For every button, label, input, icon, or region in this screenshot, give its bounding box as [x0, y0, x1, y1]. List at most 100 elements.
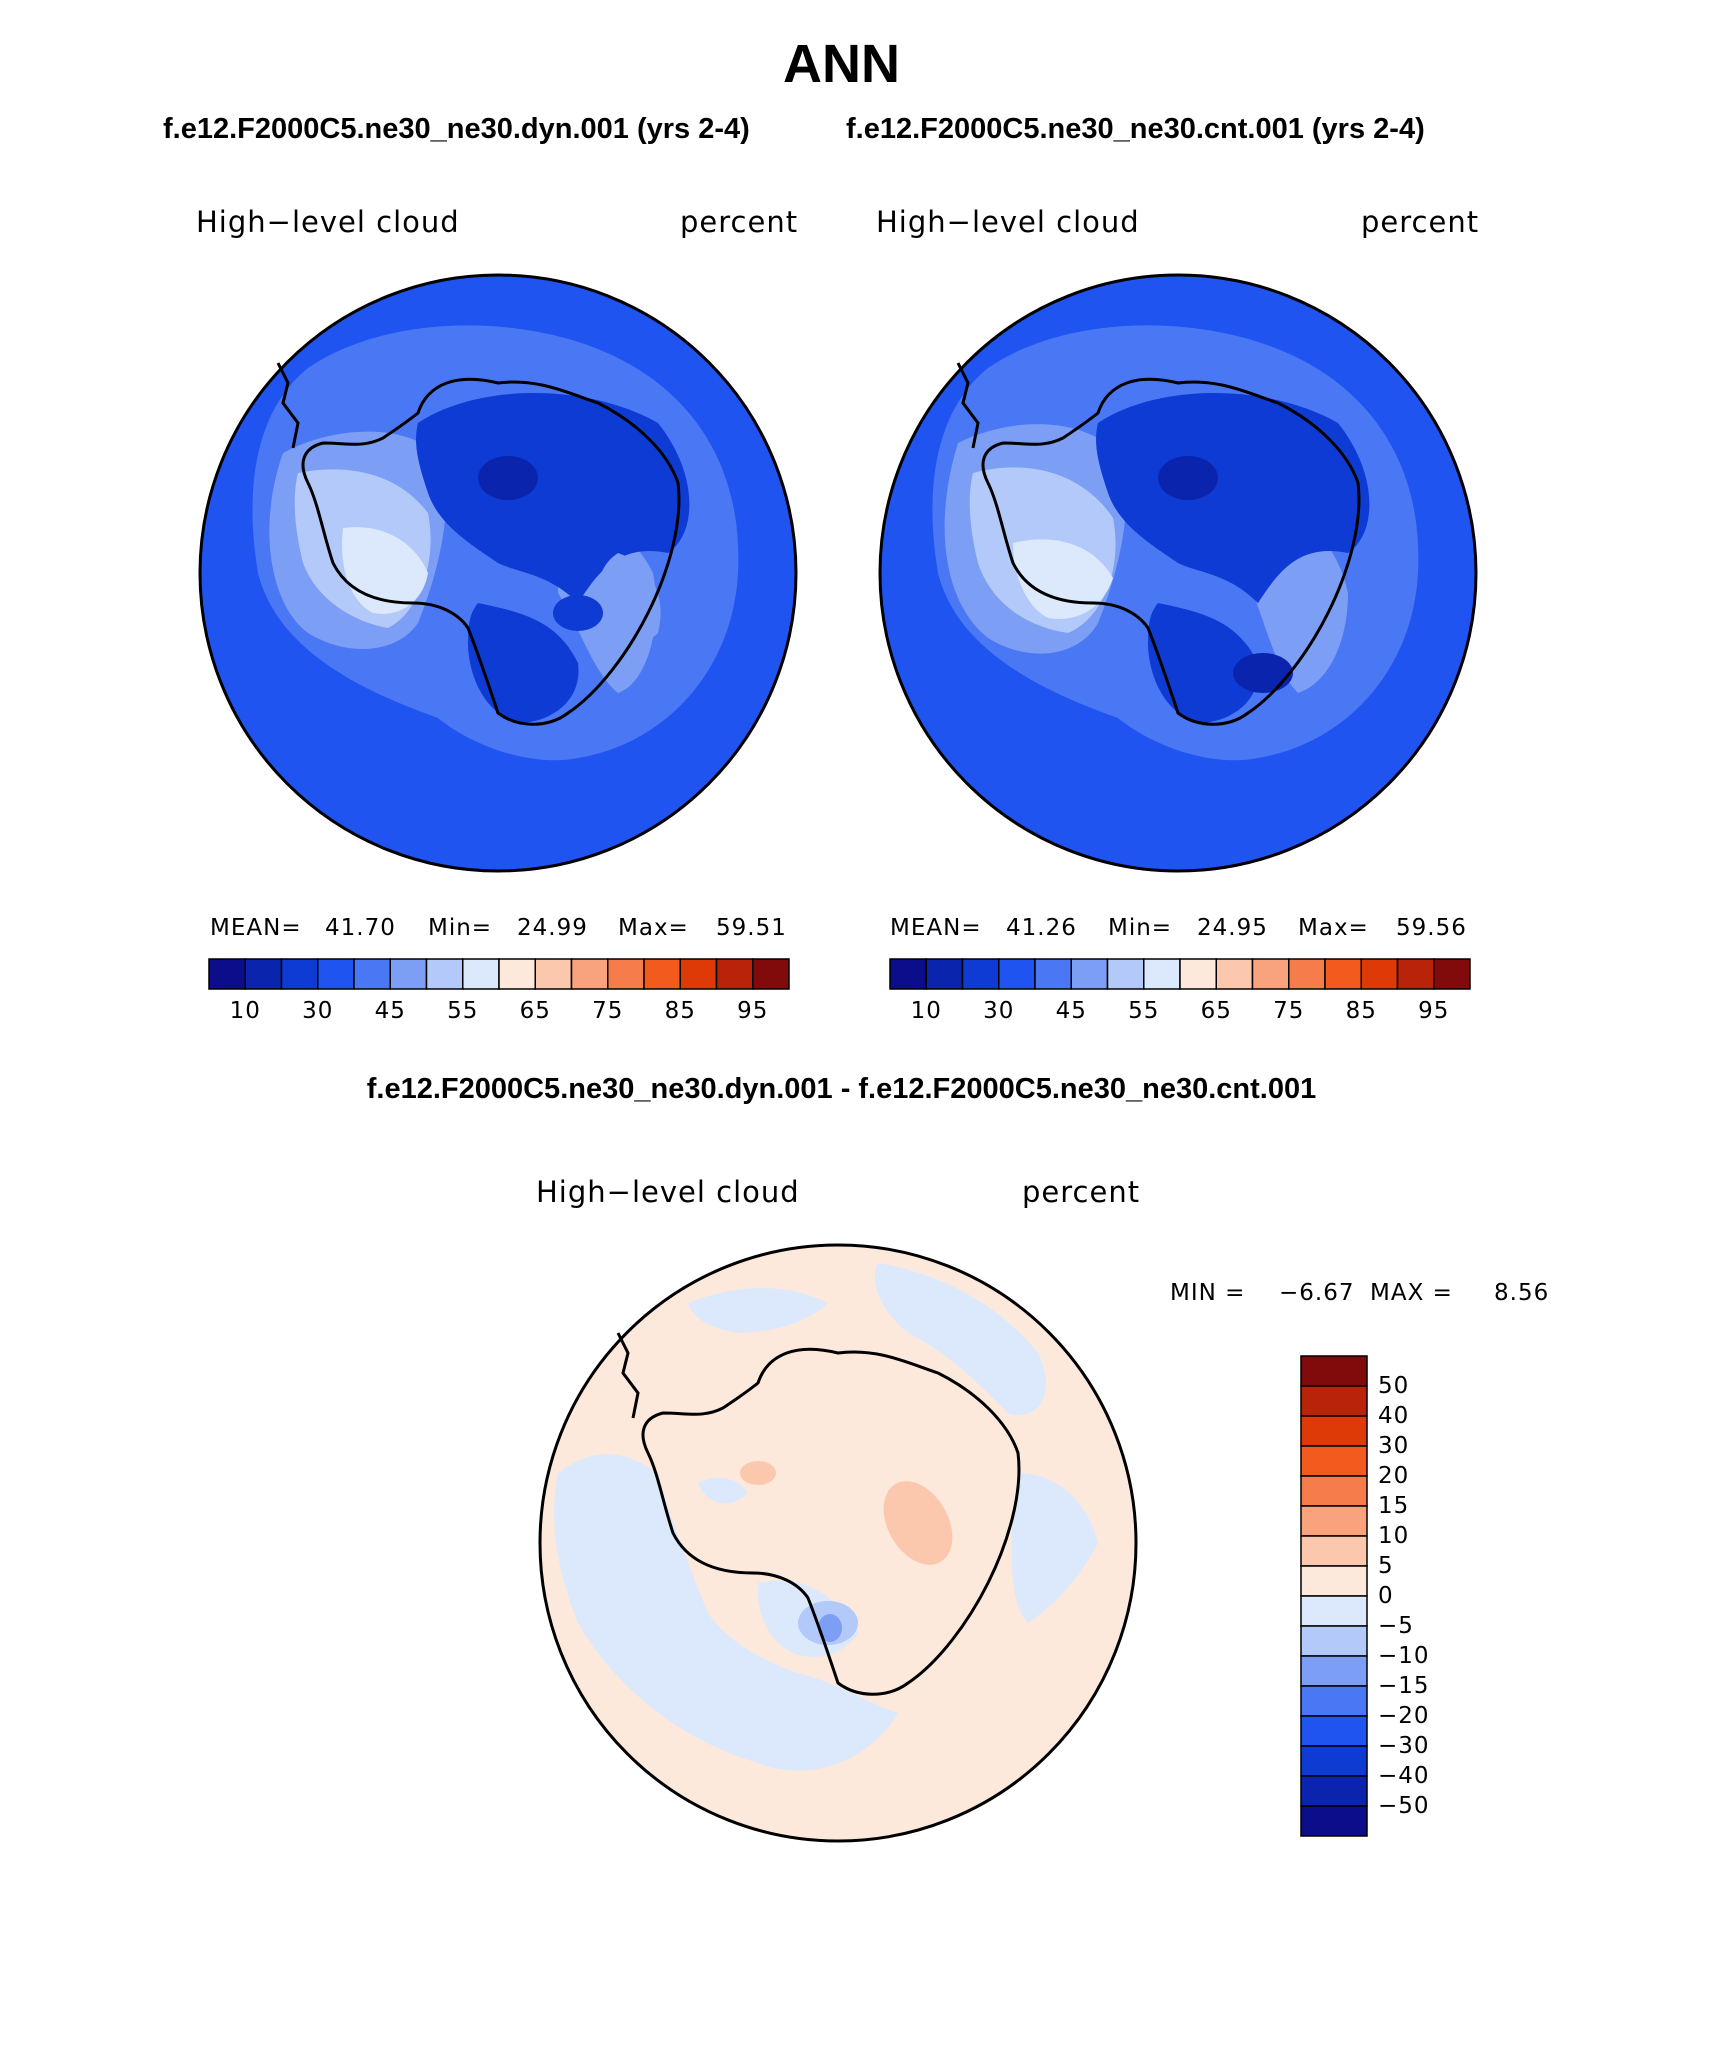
right-subtitle: f.e12.F2000C5.ne30_ne30.cnt.001 (yrs 2-4…: [846, 113, 1425, 145]
diff-colorbar-tick-label: 20: [1378, 1463, 1410, 1489]
diff-colorbar-box: [1300, 1775, 1368, 1807]
left-colorbar-tick-label: 75: [592, 998, 624, 1024]
diff-colorbar-tick-label: −5: [1378, 1613, 1414, 1639]
left-colorbar-box: [570, 958, 609, 990]
left-mean-value: 41.70: [325, 915, 396, 941]
right-colorbar-box: [998, 958, 1036, 990]
diff-colorbar-tick-label: 10: [1378, 1523, 1410, 1549]
diff-colorbar-tick-label: 40: [1378, 1403, 1410, 1429]
left-colorbar-ticks: 10 30 45 55 65 75 85 95: [208, 998, 790, 1028]
diff-colorbar-box: [1300, 1655, 1368, 1687]
diff-colorbar-box: [1300, 1505, 1368, 1537]
right-max-value: 59.56: [1396, 915, 1467, 941]
diff-min-label: MIN =: [1170, 1280, 1246, 1306]
diff-colorbar-box: [1300, 1715, 1368, 1747]
diff-colorbar-tick-label: −30: [1378, 1733, 1430, 1759]
right-colorbar-tick-label: 65: [1200, 998, 1232, 1024]
diff-colorbar-box: [1300, 1685, 1368, 1717]
right-colorbar: [889, 958, 1471, 990]
diff-variable-label: High−level cloud: [536, 1175, 800, 1209]
left-colorbar-box: [389, 958, 428, 990]
left-min-label: Min=: [428, 915, 493, 941]
diff-colorbar-box: [1300, 1565, 1368, 1597]
right-colorbar-box: [1251, 958, 1290, 990]
left-min-value: 24.99: [517, 915, 588, 941]
right-colorbar-tick-label: 30: [983, 998, 1015, 1024]
right-variable-label: High−level cloud: [876, 205, 1140, 239]
right-colorbar-box: [1360, 958, 1399, 990]
diff-colorbar-box: [1300, 1595, 1368, 1627]
diff-polar-map: [538, 1243, 1138, 1843]
left-colorbar-box: [244, 958, 283, 990]
diff-colorbar-tick-label: −10: [1378, 1643, 1430, 1669]
right-colorbar-box: [1433, 958, 1471, 990]
diff-colorbar-box: [1300, 1415, 1368, 1447]
diff-colorbar-tick-label: 50: [1378, 1373, 1410, 1399]
diff-colorbar-tick-label: 0: [1378, 1583, 1394, 1609]
right-units-label: percent: [1361, 205, 1480, 239]
right-colorbar-box: [889, 958, 927, 990]
left-colorbar-box: [679, 958, 718, 990]
diff-colorbar-tick-label: 5: [1378, 1553, 1394, 1579]
left-subtitle: f.e12.F2000C5.ne30_ne30.dyn.001 (yrs 2-4…: [163, 113, 750, 145]
right-colorbar-tick-label: 85: [1345, 998, 1377, 1024]
diff-colorbar-tick-label: −15: [1378, 1673, 1430, 1699]
diff-colorbar-tick-label: 15: [1378, 1493, 1410, 1519]
left-variable-label: High−level cloud: [196, 205, 460, 239]
page-title: ANN: [783, 34, 900, 94]
right-colorbar-box: [1179, 958, 1217, 990]
left-colorbar-tick-label: 65: [519, 998, 551, 1024]
left-colorbar-box: [607, 958, 645, 990]
right-colorbar-box: [1215, 958, 1254, 990]
left-colorbar-tick-label: 55: [447, 998, 479, 1024]
right-max-label: Max=: [1298, 915, 1369, 941]
right-colorbar-tick-label: 55: [1128, 998, 1160, 1024]
left-colorbar-box: [462, 958, 500, 990]
diff-colorbar-ticks: 50 40 30 20 15 10 5 0 −5 −10 −15 −20 −30 −40 −50: [1378, 1355, 1498, 1837]
right-colorbar-box: [961, 958, 1000, 990]
left-max-label: Max=: [618, 915, 689, 941]
right-colorbar-tick-label: 45: [1055, 998, 1087, 1024]
left-polar-map: [198, 273, 798, 873]
diff-max-value: 8.56: [1494, 1280, 1550, 1306]
left-colorbar-tick-label: 30: [302, 998, 334, 1024]
left-colorbar-box: [317, 958, 355, 990]
left-colorbar-box: [498, 958, 536, 990]
diff-colorbar-box: [1300, 1445, 1368, 1477]
left-colorbar-tick-label: 95: [737, 998, 769, 1024]
diff-colorbar-tick-label: 30: [1378, 1433, 1410, 1459]
right-mean-value: 41.26: [1006, 915, 1077, 941]
left-colorbar-box: [752, 958, 790, 990]
right-mean-label: MEAN=: [890, 915, 982, 941]
left-colorbar-tick-label: 85: [664, 998, 696, 1024]
diff-colorbar-box: [1300, 1745, 1368, 1777]
right-min-label: Min=: [1108, 915, 1173, 941]
left-max-value: 59.51: [716, 915, 787, 941]
right-colorbar-box: [1396, 958, 1435, 990]
left-colorbar-box: [353, 958, 391, 990]
right-colorbar-box: [1324, 958, 1362, 990]
right-colorbar-box: [1070, 958, 1109, 990]
diff-units-label: percent: [1022, 1175, 1141, 1209]
diff-colorbar-box: [1300, 1805, 1368, 1837]
right-colorbar-ticks: 10 30 45 55 65 75 85 95: [889, 998, 1471, 1028]
diff-colorbar-box: [1300, 1475, 1368, 1507]
right-colorbar-box: [1143, 958, 1181, 990]
diff-colorbar-box: [1300, 1625, 1368, 1657]
right-colorbar-box: [925, 958, 964, 990]
left-colorbar-box: [534, 958, 573, 990]
diff-colorbar-tick-label: −40: [1378, 1763, 1430, 1789]
left-colorbar-box: [208, 958, 246, 990]
diff-colorbar-box: [1300, 1535, 1368, 1567]
diff-min-value: −6.67: [1279, 1280, 1355, 1306]
diff-max-label: MAX =: [1370, 1280, 1453, 1306]
left-colorbar-tick-label: 10: [229, 998, 261, 1024]
diff-title: f.e12.F2000C5.ne30_ne30.dyn.001 - f.e12.…: [366, 1073, 1317, 1105]
left-colorbar-tick-label: 45: [374, 998, 406, 1024]
left-colorbar-box: [715, 958, 754, 990]
right-min-value: 24.95: [1197, 915, 1268, 941]
left-units-label: percent: [680, 205, 799, 239]
right-colorbar-box: [1034, 958, 1072, 990]
right-polar-map: [878, 273, 1478, 873]
diff-colorbar-box: [1300, 1385, 1368, 1417]
